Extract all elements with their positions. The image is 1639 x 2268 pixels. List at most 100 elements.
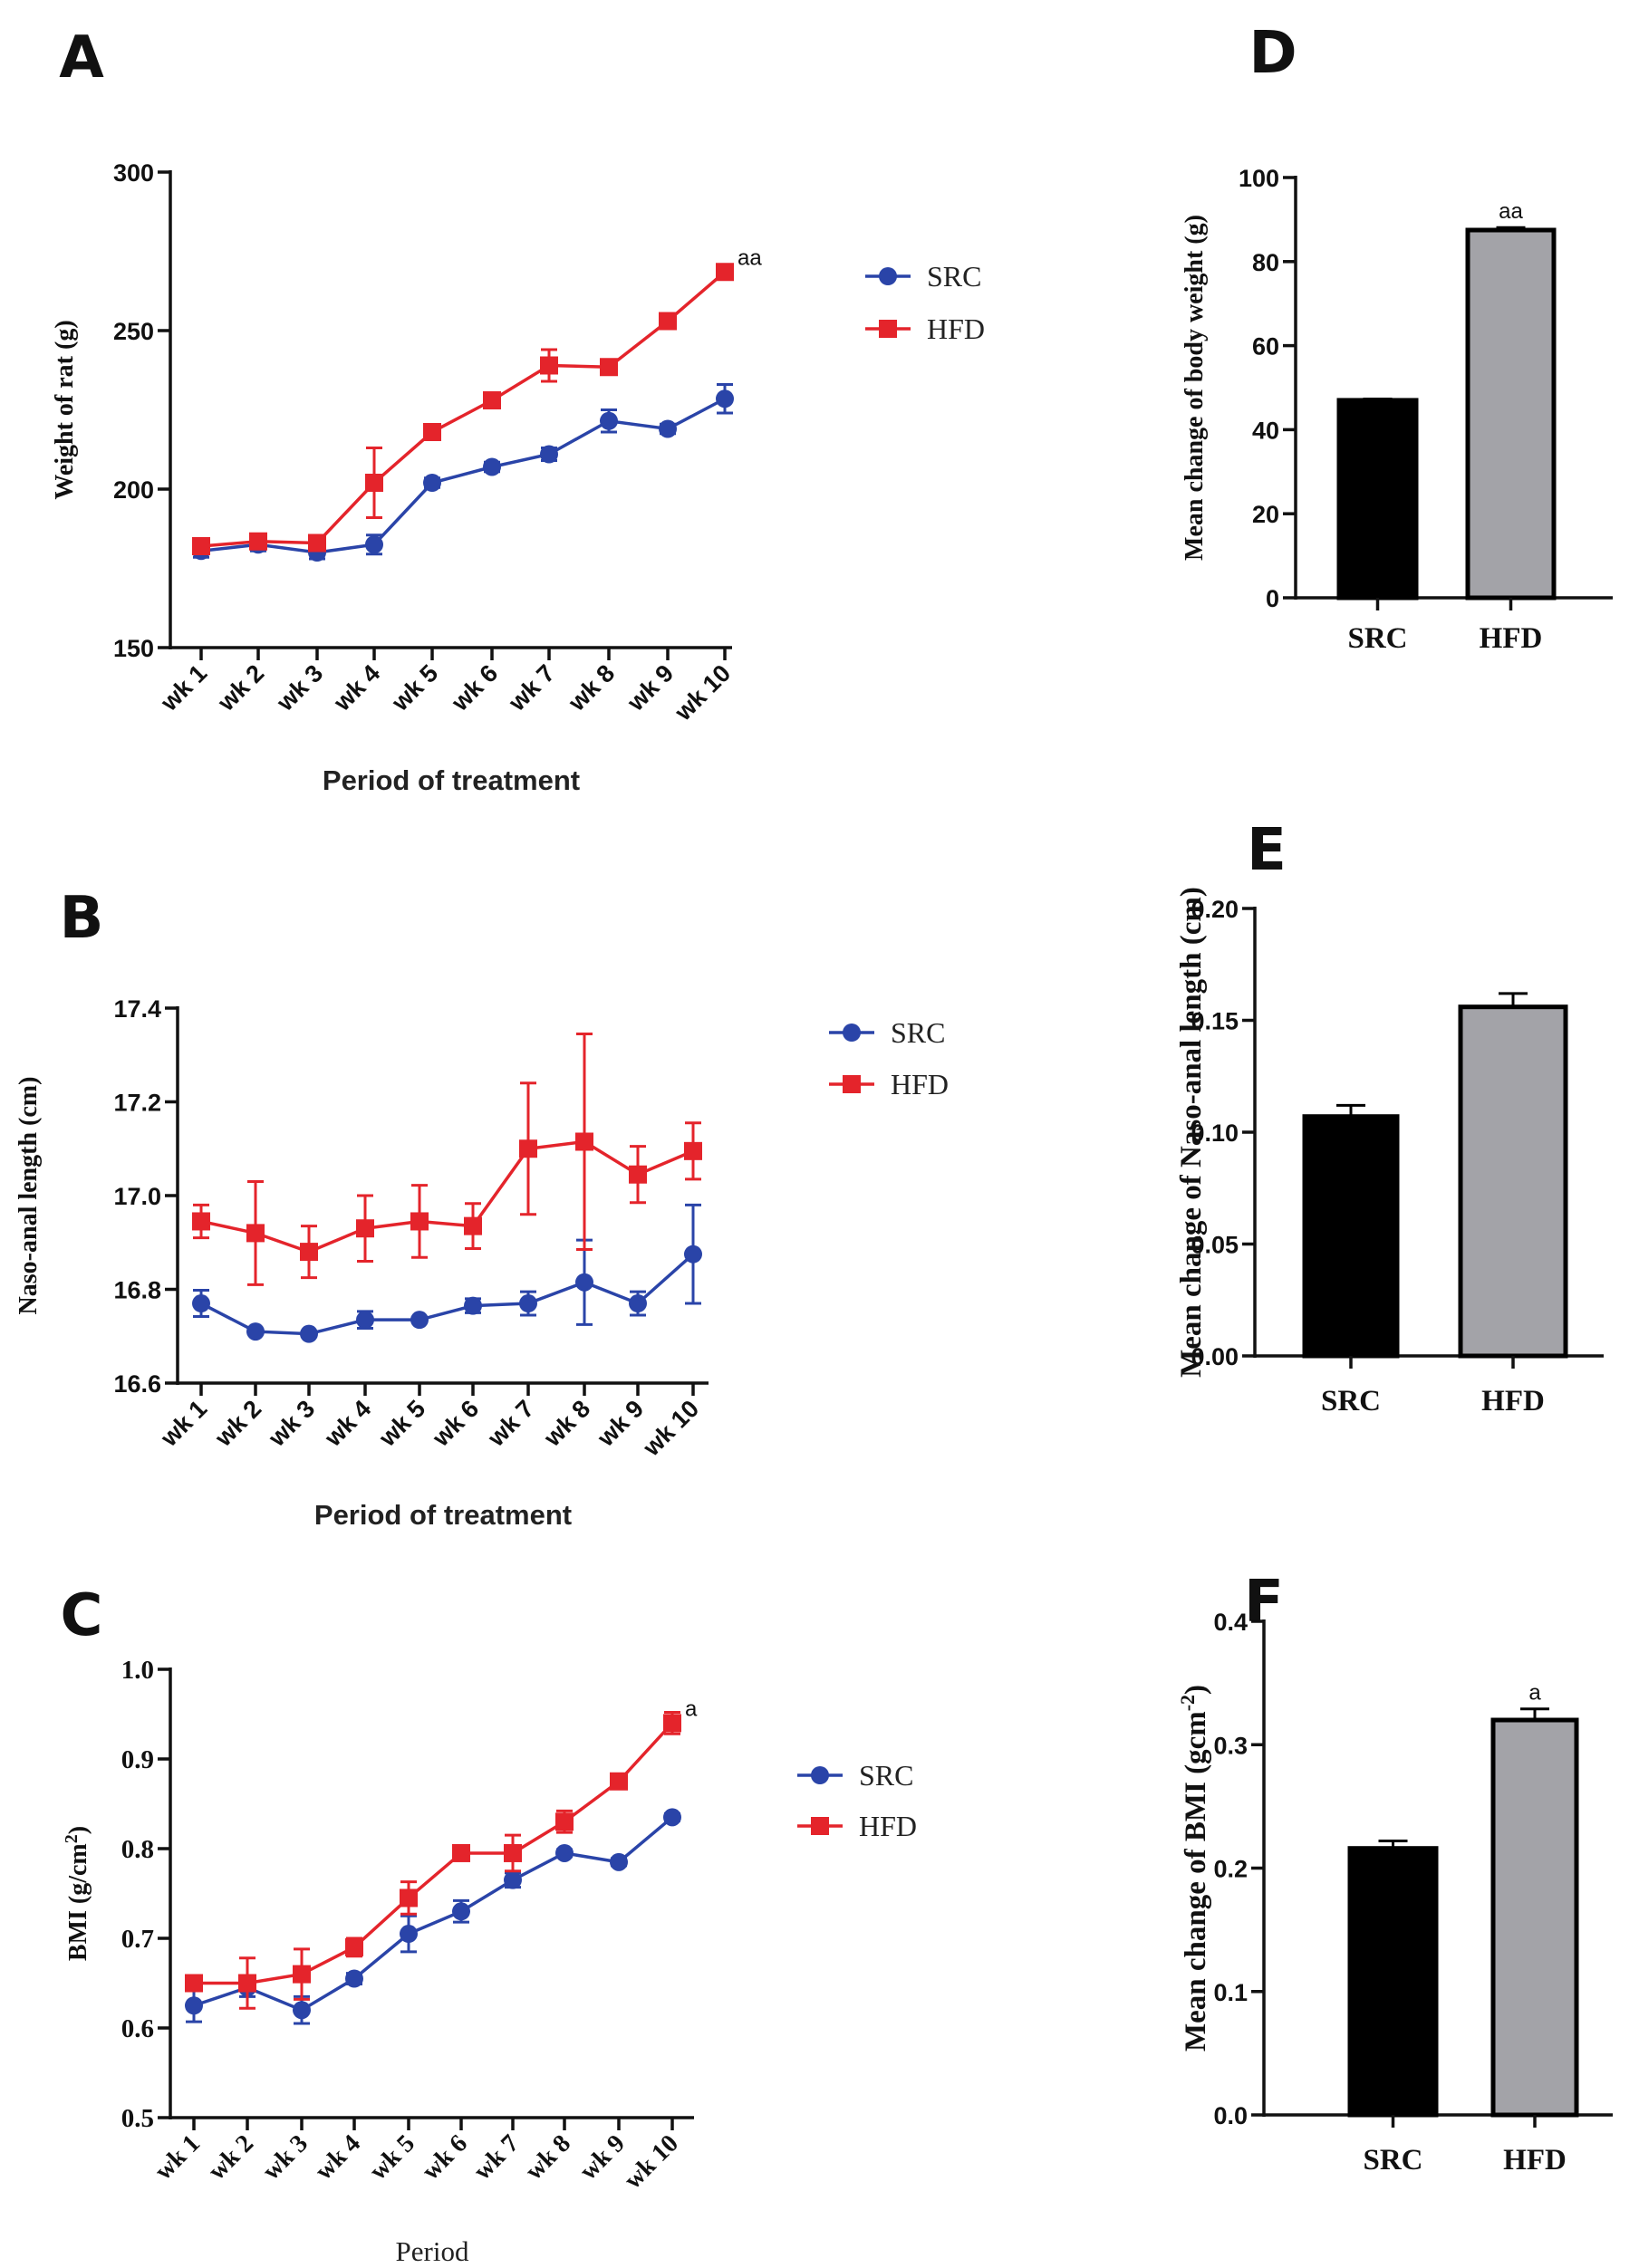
y-tick-label: 0.7 xyxy=(121,1925,154,1954)
x-tick-label: wk 8 xyxy=(538,1395,595,1452)
x-tick-label: wk 6 xyxy=(446,659,503,716)
legend-label-hfd: HFD xyxy=(891,1068,949,1100)
panel-letter-e: E xyxy=(1247,817,1287,884)
legend-marker-src xyxy=(843,1023,861,1042)
x-tick-label: wk 1 xyxy=(155,1395,212,1452)
x-tick-label: wk 4 xyxy=(319,1395,376,1452)
x-tick-label: wk 4 xyxy=(310,2129,366,2186)
x-tick-label: wk 5 xyxy=(373,1395,430,1452)
x-tick-label: wk 3 xyxy=(271,659,328,716)
x-category-label-hfd: HFD xyxy=(1503,2144,1567,2177)
data-point-hfd xyxy=(663,1714,681,1733)
y-tick-label: 0 xyxy=(1266,585,1279,612)
data-point-hfd xyxy=(540,356,558,375)
x-tick-label: wk 10 xyxy=(669,659,736,726)
y-axis-title-superscript: 2 xyxy=(62,1834,82,1843)
x-tick-label: wk 7 xyxy=(503,659,560,716)
data-point-src xyxy=(716,389,734,408)
data-point-src xyxy=(452,1902,470,1921)
x-tick-label: wk 7 xyxy=(468,2129,525,2186)
x-tick-label: wk 7 xyxy=(482,1395,539,1452)
significance-annotation: aa xyxy=(738,245,762,270)
chart-panel-e: E 0.00 0.05 0.10 0.15 0.20 SRC HFD Mean change o… xyxy=(1175,817,1604,1418)
y-axis-title-end: ) xyxy=(1180,1685,1212,1695)
y-tick-label: 0.10 xyxy=(1191,1120,1239,1147)
data-point-hfd xyxy=(716,263,734,282)
x-tick-label: wk 1 xyxy=(155,659,212,716)
y-tick-label: 0.6 xyxy=(121,2014,154,2043)
y-tick-label: 200 xyxy=(113,476,154,504)
y-axis-title: BMI (g/cm2) xyxy=(62,1826,92,1961)
x-tick-label: wk 6 xyxy=(417,2129,473,2186)
data-point-src xyxy=(410,1311,429,1330)
data-point-hfd xyxy=(238,1974,256,1993)
series-line-src xyxy=(200,1253,695,1336)
significance-annotation: aa xyxy=(1499,199,1523,224)
y-axis-title: Weight of rat (g) xyxy=(51,320,79,499)
legend-marker-hfd xyxy=(879,320,897,338)
series-line-hfd xyxy=(200,1139,694,1254)
data-point-src xyxy=(293,2001,311,2020)
x-category-label-hfd: HFD xyxy=(1481,1385,1545,1418)
data-point-hfd xyxy=(300,1243,318,1262)
bar-src xyxy=(1302,1114,1400,1359)
y-tick-label: 17.4 xyxy=(113,995,161,1023)
legend-label-src: SRC xyxy=(859,1759,913,1792)
data-point-src xyxy=(600,411,618,430)
y-tick-label: 17.0 xyxy=(113,1183,161,1210)
data-point-hfd xyxy=(308,533,326,553)
data-point-hfd xyxy=(345,1937,363,1956)
y-axis-title-text: BMI (g/cm xyxy=(64,1843,92,1961)
y-tick-label: 16.6 xyxy=(113,1370,161,1398)
series-line-hfd xyxy=(194,1722,674,1985)
data-point-src xyxy=(629,1294,647,1313)
bar-src xyxy=(1347,1846,1439,2118)
data-point-src xyxy=(345,1969,363,1988)
data-point-hfd xyxy=(185,1974,203,1993)
data-point-hfd xyxy=(483,391,501,409)
y-tick-label: 80 xyxy=(1252,249,1279,276)
y-axis-title: Mean change of Naso-anal length (cm) xyxy=(1175,887,1208,1378)
y-axis-title-end: ) xyxy=(64,1826,92,1834)
significance-annotation: a xyxy=(1528,1681,1541,1706)
legend-marker-hfd xyxy=(811,1817,829,1835)
data-point-src xyxy=(540,445,558,464)
bar-hfd xyxy=(1490,1717,1579,2118)
x-tick-label: wk 10 xyxy=(619,2129,684,2195)
data-point-src xyxy=(423,474,441,492)
data-point-src xyxy=(555,1843,574,1862)
y-tick-label: 0.15 xyxy=(1191,1008,1239,1035)
x-tick-label: wk 8 xyxy=(520,2129,576,2186)
data-point-hfd xyxy=(464,1216,482,1235)
data-point-src xyxy=(483,457,501,476)
data-point-hfd xyxy=(356,1219,374,1238)
y-axis-title: Mean change of body weight (g) xyxy=(1181,215,1209,561)
data-point-src xyxy=(356,1311,374,1330)
data-point-hfd xyxy=(365,474,383,492)
panel-letter-d: D xyxy=(1249,20,1297,87)
x-tick-label: wk 5 xyxy=(364,2129,420,2186)
x-tick-label: wk 10 xyxy=(637,1395,704,1462)
data-point-hfd xyxy=(452,1843,470,1862)
data-point-src xyxy=(519,1294,537,1313)
y-tick-label: 150 xyxy=(113,635,154,662)
y-axis-title-text: Mean change of BMI (gcm xyxy=(1180,1711,1212,2052)
data-point-hfd xyxy=(410,1212,429,1231)
y-tick-label: 0.1 xyxy=(1213,1979,1248,2006)
data-point-hfd xyxy=(249,532,267,551)
legend-marker-src xyxy=(879,267,897,285)
x-axis-title: Period xyxy=(396,2235,469,2267)
data-point-hfd xyxy=(684,1141,702,1160)
data-point-hfd xyxy=(519,1139,537,1158)
series-line-hfd xyxy=(200,270,727,548)
y-tick-label: 0.9 xyxy=(121,1745,154,1774)
y-axis-title-text: Mean change of body weight (g) xyxy=(1181,215,1209,561)
x-tick-label: wk 1 xyxy=(149,2129,206,2186)
series-line-src xyxy=(193,1816,674,2013)
data-point-src xyxy=(610,1852,628,1871)
bar-hfd xyxy=(1458,1004,1568,1359)
series-line-src xyxy=(200,397,726,554)
